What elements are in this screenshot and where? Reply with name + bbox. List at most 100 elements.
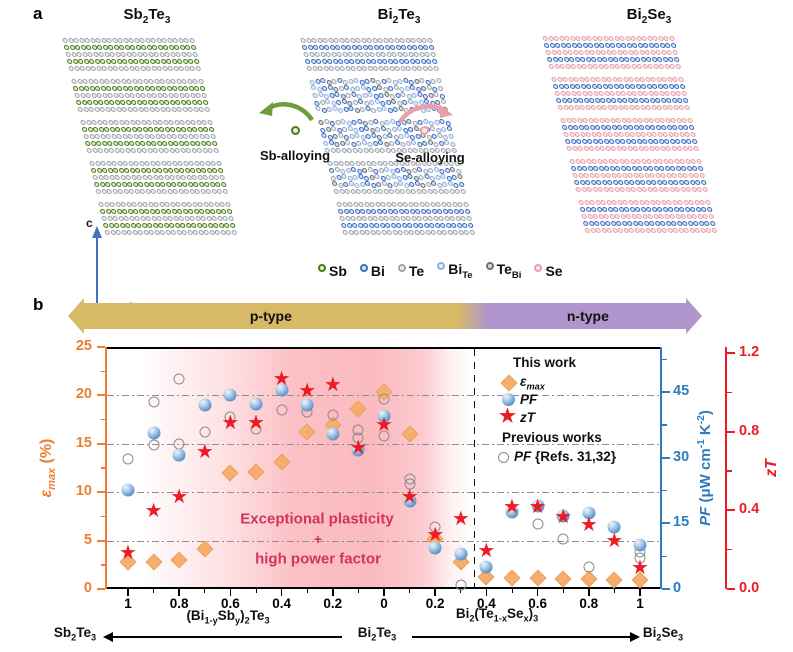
se-atom-icon bbox=[677, 77, 684, 82]
te-atom-icon bbox=[65, 52, 72, 57]
sb-atom-icon bbox=[159, 182, 166, 187]
right-formula-label: Bi2(Te1-xSex)3 bbox=[455, 606, 539, 624]
bi-atom-icon bbox=[697, 166, 704, 171]
se-atom-icon bbox=[638, 173, 645, 178]
lattice-row bbox=[569, 159, 702, 165]
se-atom-icon bbox=[596, 132, 603, 137]
te-atom-icon bbox=[105, 134, 112, 139]
axis-tick bbox=[100, 443, 105, 445]
te-atom-icon bbox=[366, 167, 373, 172]
se-atom-icon bbox=[621, 146, 628, 151]
te-atom-icon bbox=[97, 148, 104, 153]
te-atom-icon bbox=[338, 161, 345, 166]
se-atom-icon bbox=[658, 64, 665, 69]
bi-atom-icon bbox=[588, 98, 595, 103]
sb-atom-icon bbox=[129, 45, 136, 50]
te-atom-icon bbox=[175, 202, 182, 207]
teBi-atom-icon bbox=[383, 92, 390, 97]
se-atom-icon bbox=[568, 105, 575, 110]
sb-atom-icon bbox=[193, 59, 200, 64]
biTe-atom-icon bbox=[310, 85, 317, 90]
data-point-PF_previous_refs_31_32 bbox=[148, 439, 160, 451]
se-atom-icon bbox=[634, 105, 641, 110]
bi-atom-icon bbox=[672, 180, 679, 185]
bi-atom-icon bbox=[389, 45, 396, 50]
te-atom-icon bbox=[125, 175, 132, 180]
biTe-atom-icon bbox=[366, 92, 373, 97]
te-atom-icon bbox=[152, 148, 159, 153]
se-atom-icon bbox=[551, 77, 558, 82]
biTe-atom-icon bbox=[435, 78, 442, 83]
se-atom-icon bbox=[566, 146, 573, 151]
sb-atom-icon bbox=[214, 182, 221, 187]
bi-atom-icon bbox=[570, 166, 577, 171]
bi-atom-icon bbox=[629, 84, 636, 89]
sb-atom-icon bbox=[84, 141, 91, 146]
te-atom-icon bbox=[339, 66, 346, 71]
te-atom-icon bbox=[138, 134, 145, 139]
lattice-row bbox=[542, 36, 675, 42]
sb-atom-icon bbox=[165, 59, 172, 64]
te-atom-icon bbox=[196, 148, 203, 153]
te-atom-icon bbox=[394, 216, 401, 221]
lattice-row bbox=[336, 202, 469, 208]
bi-atom-icon bbox=[662, 84, 669, 89]
te-atom-icon bbox=[88, 107, 95, 112]
se-atom-icon bbox=[607, 132, 614, 137]
se-direction-arrowhead-icon bbox=[630, 632, 640, 642]
axis-tick bbox=[662, 555, 667, 557]
se-atom-icon bbox=[705, 228, 712, 233]
te-atom-icon bbox=[405, 66, 412, 71]
bi-atom-icon bbox=[637, 221, 644, 226]
lattice-row bbox=[320, 133, 454, 140]
atom-legend-item: Se bbox=[534, 263, 563, 279]
lattice-row bbox=[572, 173, 705, 179]
axis-tick bbox=[255, 589, 257, 593]
bi-atom-icon bbox=[430, 181, 437, 186]
data-point-PF_previous_refs_31_32 bbox=[378, 430, 390, 442]
te-legend-dot-icon bbox=[397, 263, 406, 272]
bi-atom-icon bbox=[619, 139, 626, 144]
te-atom-icon bbox=[429, 52, 436, 57]
se-atom-icon bbox=[630, 187, 637, 192]
lattice-row bbox=[563, 132, 696, 138]
te-atom-icon bbox=[392, 85, 399, 90]
crystal-lattice-bi2te3 bbox=[300, 38, 505, 244]
bi-atom-icon bbox=[691, 139, 698, 144]
te-atom-icon bbox=[347, 52, 354, 57]
te-atom-icon bbox=[350, 66, 357, 71]
bi-atom-icon bbox=[381, 59, 388, 64]
sb-direction-arrowhead-icon bbox=[103, 632, 113, 642]
te-atom-icon bbox=[333, 167, 340, 172]
te-atom-icon bbox=[402, 52, 409, 57]
te-atom-icon bbox=[123, 66, 130, 71]
te-atom-icon bbox=[426, 38, 433, 43]
se-atom-icon bbox=[631, 91, 638, 96]
bi-atom-icon bbox=[320, 133, 327, 138]
te-atom-icon bbox=[437, 86, 444, 91]
legend-previous-works: Previous works bbox=[502, 430, 602, 445]
data-point-zT: ★ bbox=[605, 529, 624, 552]
sb-atom-icon bbox=[185, 100, 192, 105]
te-atom-icon bbox=[167, 216, 174, 221]
se-atom-icon bbox=[578, 200, 585, 205]
bi-atom-icon bbox=[649, 125, 656, 130]
plot-frame-top bbox=[105, 347, 662, 349]
bi-atom-icon bbox=[665, 98, 672, 103]
axis-tick bbox=[460, 589, 462, 593]
atom-legend-item: Te bbox=[397, 263, 424, 279]
sb-atom-icon bbox=[205, 141, 212, 146]
se-atom-icon bbox=[654, 146, 661, 151]
te-atom-icon bbox=[85, 93, 92, 98]
se-atom-icon bbox=[595, 77, 602, 82]
bi-atom-icon bbox=[423, 174, 430, 179]
te-atom-icon bbox=[73, 38, 80, 43]
bi-atom-icon bbox=[362, 223, 369, 228]
lattice-row bbox=[561, 125, 695, 131]
axis-tick-label: 15 bbox=[75, 434, 92, 451]
lattice-row bbox=[543, 43, 677, 49]
lattice-row bbox=[331, 181, 465, 188]
legend-open-circle-icon bbox=[498, 452, 509, 463]
te-atom-icon bbox=[62, 38, 69, 43]
legend-this-work: This work bbox=[513, 355, 577, 370]
